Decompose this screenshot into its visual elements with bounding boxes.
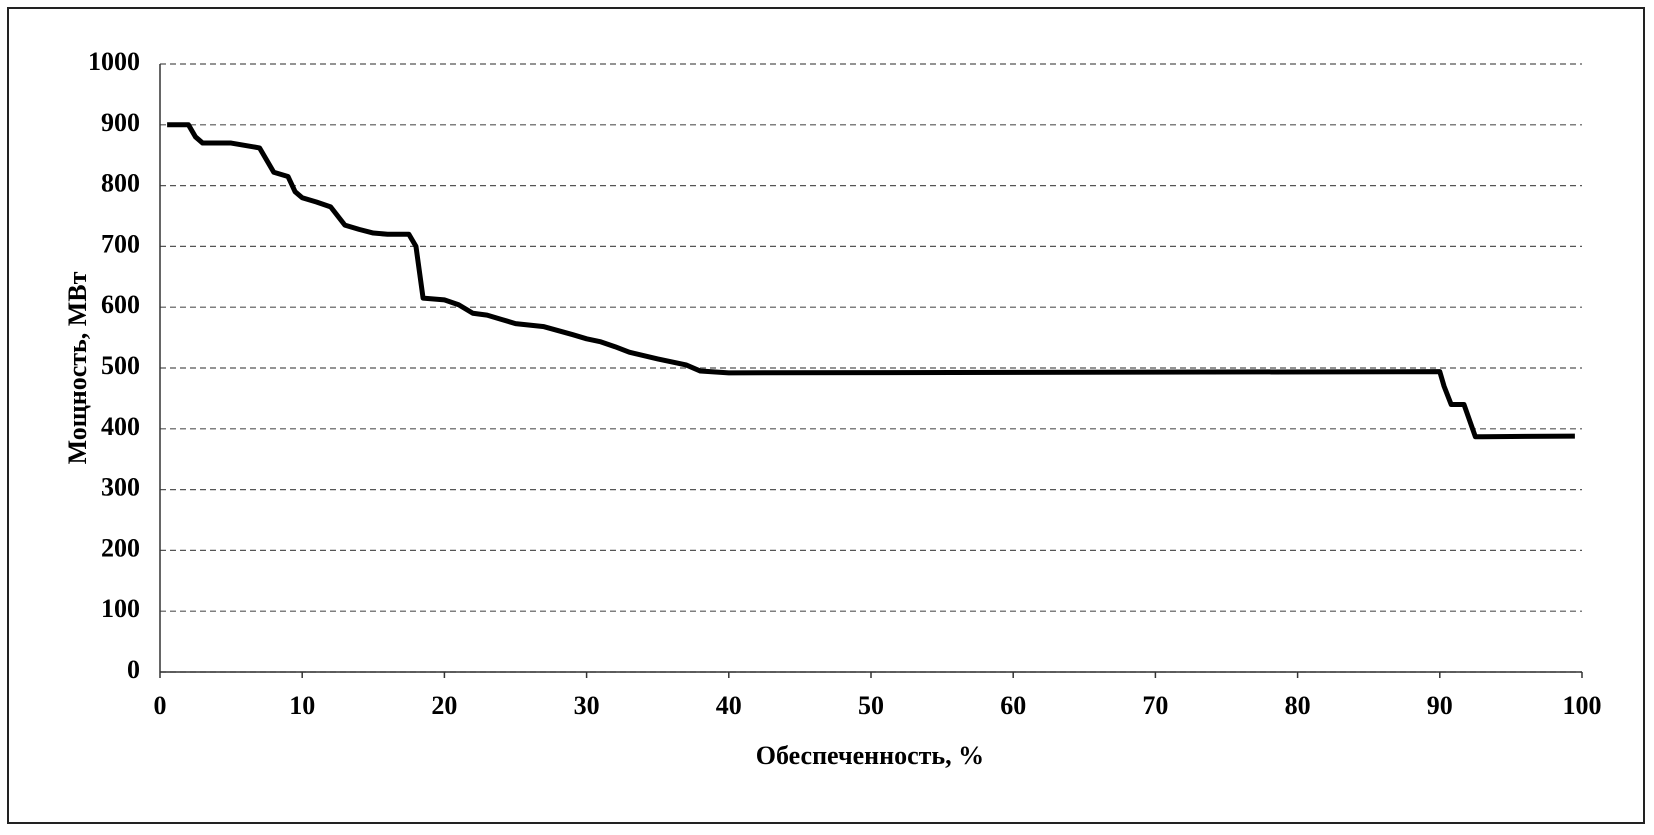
- x-tick-label: 90: [1427, 691, 1453, 720]
- x-tick-label: 100: [1563, 691, 1602, 720]
- x-tick-label: 0: [154, 691, 167, 720]
- y-tick-label: 600: [101, 290, 140, 319]
- y-tick-label: 1000: [88, 47, 140, 76]
- y-tick-label: 500: [101, 351, 140, 380]
- x-tick-label: 40: [716, 691, 742, 720]
- y-tick-label: 800: [101, 169, 140, 198]
- x-tick-label: 30: [574, 691, 600, 720]
- y-tick-label: 300: [101, 473, 140, 502]
- x-tick-label: 80: [1285, 691, 1311, 720]
- x-tick-label: 60: [1000, 691, 1026, 720]
- x-tick-label: 50: [858, 691, 884, 720]
- chart-border: [7, 7, 1645, 824]
- y-tick-label: 0: [127, 655, 140, 684]
- data-line: [167, 122, 1575, 440]
- x-axis-label: Обеспеченность, %: [756, 741, 984, 770]
- x-tick-label: 70: [1142, 691, 1168, 720]
- x-tick-label: 20: [431, 691, 457, 720]
- y-tick-label: 900: [101, 108, 140, 137]
- y-tick-label: 400: [101, 412, 140, 441]
- y-tick-label: 200: [101, 533, 140, 562]
- x-tick-label: 10: [289, 691, 315, 720]
- y-tick-label: 100: [101, 594, 140, 623]
- y-axis-label: Мощность, МВт: [63, 271, 92, 464]
- y-tick-label: 700: [101, 229, 140, 258]
